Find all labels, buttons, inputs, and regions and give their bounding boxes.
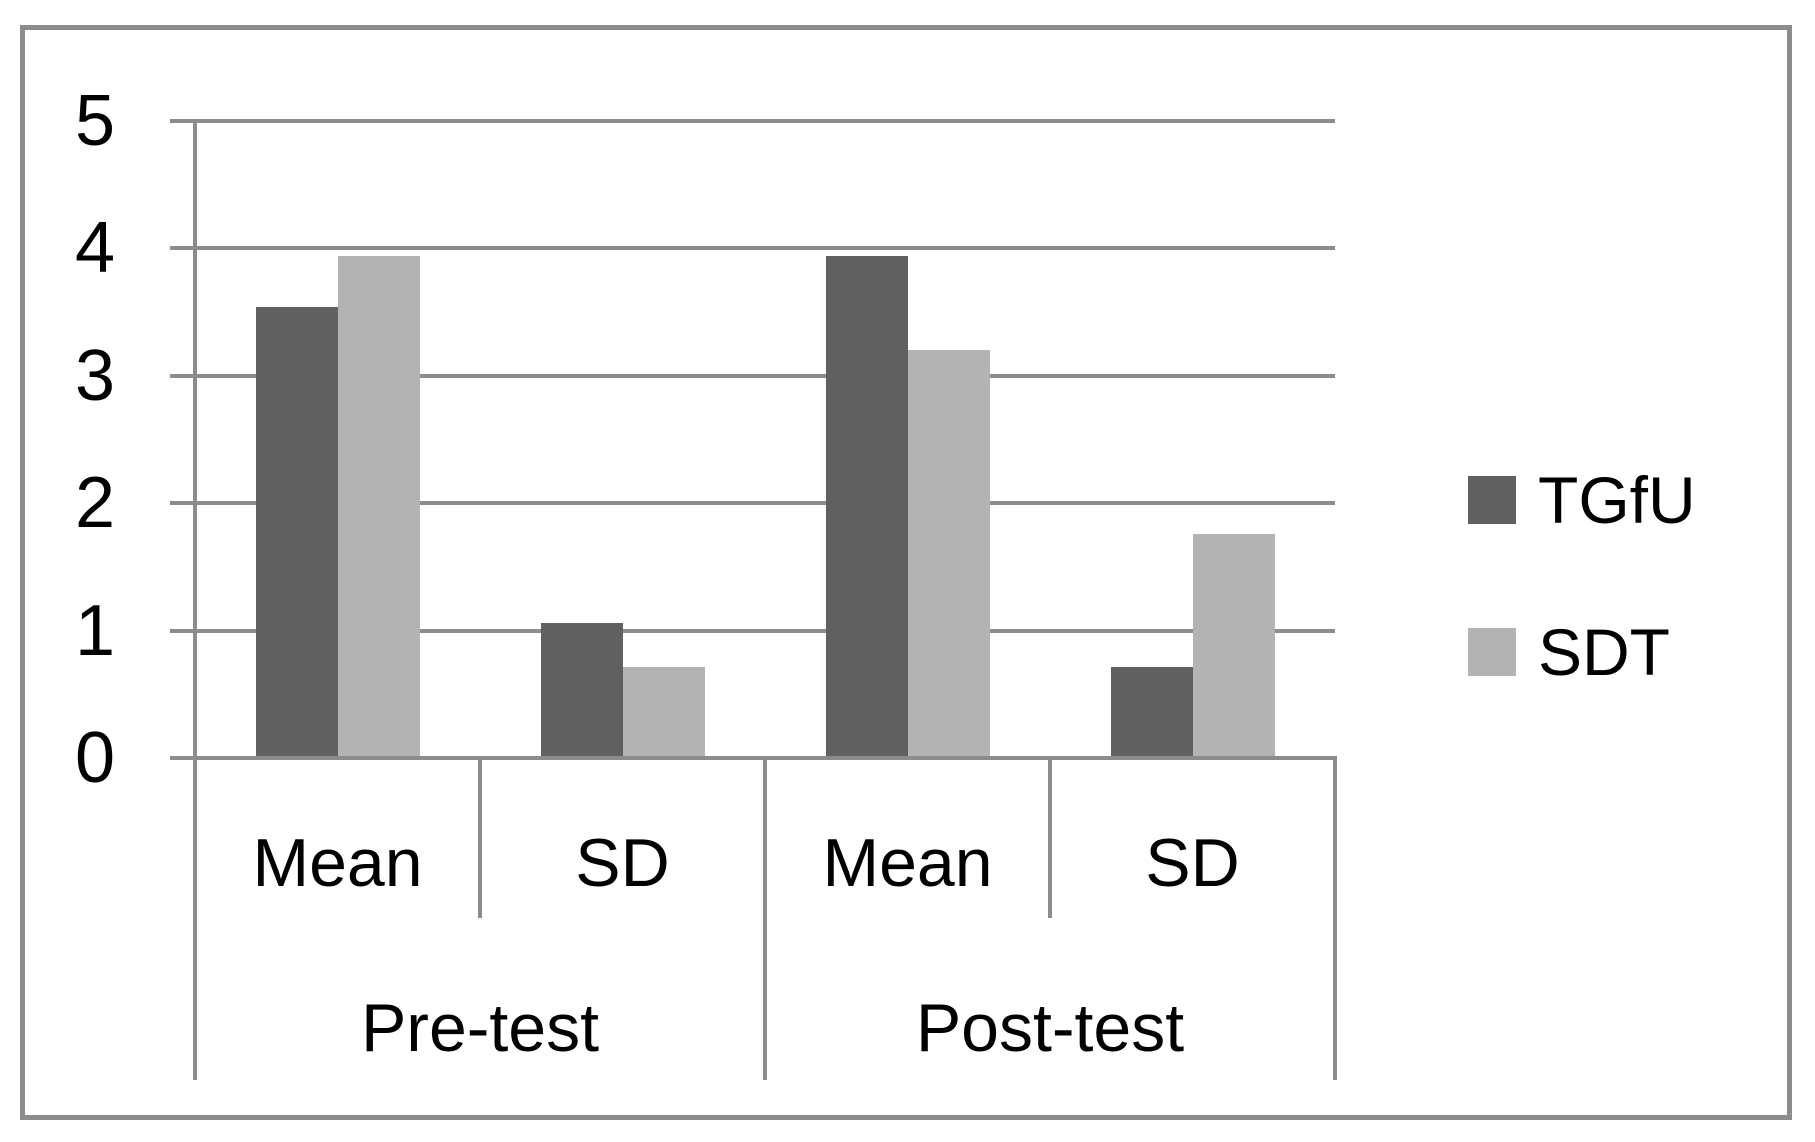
y-tick-label: 1: [74, 590, 116, 671]
x-axis-line: [170, 756, 1335, 760]
category-label: SD: [575, 825, 670, 901]
gridline: [170, 246, 1335, 250]
category-label: Mean: [252, 825, 423, 901]
bar-sdt: [337, 255, 420, 758]
bar-tgfu: [1110, 667, 1193, 758]
legend-entry-sdt: SDT: [1468, 615, 1670, 689]
y-tick-label: 5: [74, 80, 116, 161]
bar-tgfu: [255, 306, 338, 758]
category-label: SD: [1145, 825, 1240, 901]
y-tick-label: 0: [74, 718, 116, 798]
y-tick-label: 4: [74, 208, 116, 288]
gridline: [170, 373, 1335, 378]
legend-swatch-tgfu: [1468, 476, 1516, 524]
y-axis-line: [193, 118, 197, 1080]
legend-swatch-sdt: [1468, 628, 1516, 676]
category-divider: [763, 758, 767, 918]
gridline: [170, 501, 1335, 505]
y-tick-label: 2: [74, 463, 116, 543]
bar-tgfu: [825, 255, 908, 758]
plot-right-edge: [1333, 756, 1337, 1080]
gridline: [170, 628, 1335, 633]
bar-sdt: [1192, 533, 1275, 758]
y-tick-label: 3: [74, 335, 116, 416]
legend-entry-tgfu: TGfU: [1468, 463, 1696, 537]
gridline: [170, 118, 1335, 123]
category-label: Mean: [822, 825, 993, 901]
group-divider: [763, 918, 767, 1080]
bar-sdt: [622, 667, 705, 758]
group-label: Post-test: [915, 990, 1185, 1066]
category-divider: [478, 758, 482, 918]
bar-sdt: [907, 350, 990, 758]
legend-label-sdt: SDT: [1538, 615, 1670, 689]
legend-label-tgfu: TGfU: [1538, 463, 1696, 537]
bar-tgfu: [540, 622, 623, 758]
category-divider: [1048, 758, 1052, 918]
group-label: Pre-test: [360, 990, 600, 1066]
